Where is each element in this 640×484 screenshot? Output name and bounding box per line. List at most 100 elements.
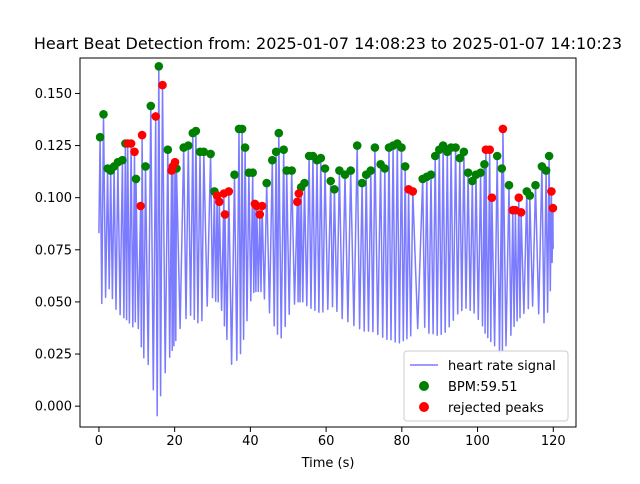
rejected-peak-point [514, 193, 524, 202]
bpm-peak-point [184, 141, 193, 150]
bpm-peak-point [330, 185, 339, 194]
x-tick-label: 0 [95, 434, 103, 449]
bpm-peak-point [230, 170, 239, 179]
bpm-peak-point [118, 155, 127, 165]
legend-label-bpm: BPM:59.51 [448, 380, 518, 395]
bpm-peak-point [316, 153, 326, 163]
legend-label-signal: heart rate signal [448, 359, 556, 374]
rejected-peak-point [408, 187, 418, 196]
legend-label-rejected: rejected peaks [448, 401, 544, 416]
bpm-peak-point [262, 178, 272, 188]
bpm-peak-point [154, 62, 164, 71]
rejected-peak-point [293, 197, 302, 207]
legend-box [403, 350, 569, 422]
bpm-peak-point [426, 170, 436, 179]
bpm-peak-point [141, 162, 150, 171]
x-tick-label: 120 [541, 434, 566, 449]
bpm-peak-point [451, 143, 460, 152]
bpm-peak-point [131, 174, 141, 184]
rejected-peak-point [136, 201, 145, 211]
y-tick-label: 0.100 [35, 191, 72, 206]
bpm-peak-point [326, 176, 336, 186]
legend-red-marker [419, 402, 429, 412]
bpm-peak-point [271, 147, 281, 157]
legend: heart rate signal BPM:59.51 rejected pea… [403, 350, 569, 422]
rejected-peak-point [498, 124, 508, 134]
x-axis-ticks: 0 20 40 60 80 100 120 [95, 427, 566, 449]
bpm-peak-point [497, 164, 507, 173]
bpm-peak-point [300, 178, 309, 188]
bpm-peak-point [463, 168, 473, 177]
bpm-peak-point [346, 166, 356, 175]
y-tick-label: 0.075 [35, 243, 72, 258]
bpm-peak-point [248, 168, 257, 177]
rejected-peak-point [547, 187, 556, 196]
bpm-peak-point [459, 147, 469, 157]
x-tick-label: 80 [394, 434, 411, 449]
bpm-peak-point [352, 141, 362, 150]
bpm-peak-point [146, 101, 156, 111]
bpm-peak-point [366, 166, 376, 175]
bpm-peak-point [279, 145, 289, 154]
bpm-peak-point [468, 176, 477, 186]
bpm-peak-point [544, 151, 554, 161]
rejected-peak-point [294, 189, 304, 198]
x-tick-label: 40 [242, 434, 259, 449]
rejected-peak-point [255, 210, 265, 219]
rejected-peak-point [548, 203, 558, 213]
bpm-peak-point [455, 153, 465, 163]
y-axis-ticks: 0.000 0.025 0.050 0.075 0.100 0.125 0.150 [35, 87, 80, 415]
rejected-peak-point [516, 208, 526, 217]
rejected-peak-point [220, 210, 230, 219]
rejected-peak-point [170, 157, 180, 167]
bpm-peak-point [99, 110, 108, 119]
rejected-peak-point [215, 197, 224, 207]
x-tick-label: 20 [166, 434, 183, 449]
bpm-peak-point [240, 143, 250, 152]
axes-frame [79, 57, 577, 428]
legend-green-marker [419, 381, 429, 391]
rejected-peak-point [485, 145, 495, 154]
bpm-peak-point [531, 180, 540, 190]
rejected-peak-point [137, 130, 147, 140]
bpm-peak-point [504, 180, 514, 190]
bpm-peak-point [397, 143, 406, 152]
bpm-peak-point [191, 126, 201, 136]
bpm-peak-point [163, 145, 173, 154]
bpm-peak-point [400, 162, 410, 171]
bpm-peak-point [541, 166, 551, 175]
y-tick-label: 0.050 [35, 295, 72, 310]
bpm-peak-point [430, 151, 440, 161]
rejected-peak-point [257, 201, 267, 211]
bpm-peak-point [370, 143, 380, 152]
x-tick-label: 100 [465, 434, 490, 449]
bpm-peak-point [380, 164, 390, 173]
rejected-peak-point [126, 139, 136, 148]
bpm-peak-point [438, 141, 448, 150]
plot-area [95, 62, 558, 417]
chart-title: Heart Beat Detection from: 2025-01-07 14… [34, 34, 622, 53]
bpm-peak-point [274, 128, 284, 138]
bpm-peak-point [357, 178, 367, 188]
bpm-peak-point [476, 168, 485, 177]
y-tick-label: 0.150 [35, 87, 72, 102]
bpm-peak-point [480, 160, 489, 169]
rejected-peak-point [151, 112, 160, 121]
bpm-peak-point [525, 191, 535, 200]
bpm-peak-point [320, 164, 330, 173]
y-tick-label: 0.025 [35, 348, 72, 363]
bpm-peak-point [268, 155, 277, 165]
rejected-peak-point [224, 187, 234, 196]
rejected-peak-point [130, 147, 139, 157]
y-tick-label: 0.000 [35, 400, 72, 415]
bpm-peak-point [492, 151, 502, 161]
y-tick-label: 0.125 [35, 139, 72, 154]
bpm-peak-point [95, 132, 105, 142]
x-tick-label: 60 [318, 434, 335, 449]
bpm-peak-point [199, 147, 209, 157]
x-axis-label: Time (s) [301, 456, 355, 471]
bpm-peak-point [237, 124, 247, 134]
heart-rate-signal-line [98, 65, 555, 417]
